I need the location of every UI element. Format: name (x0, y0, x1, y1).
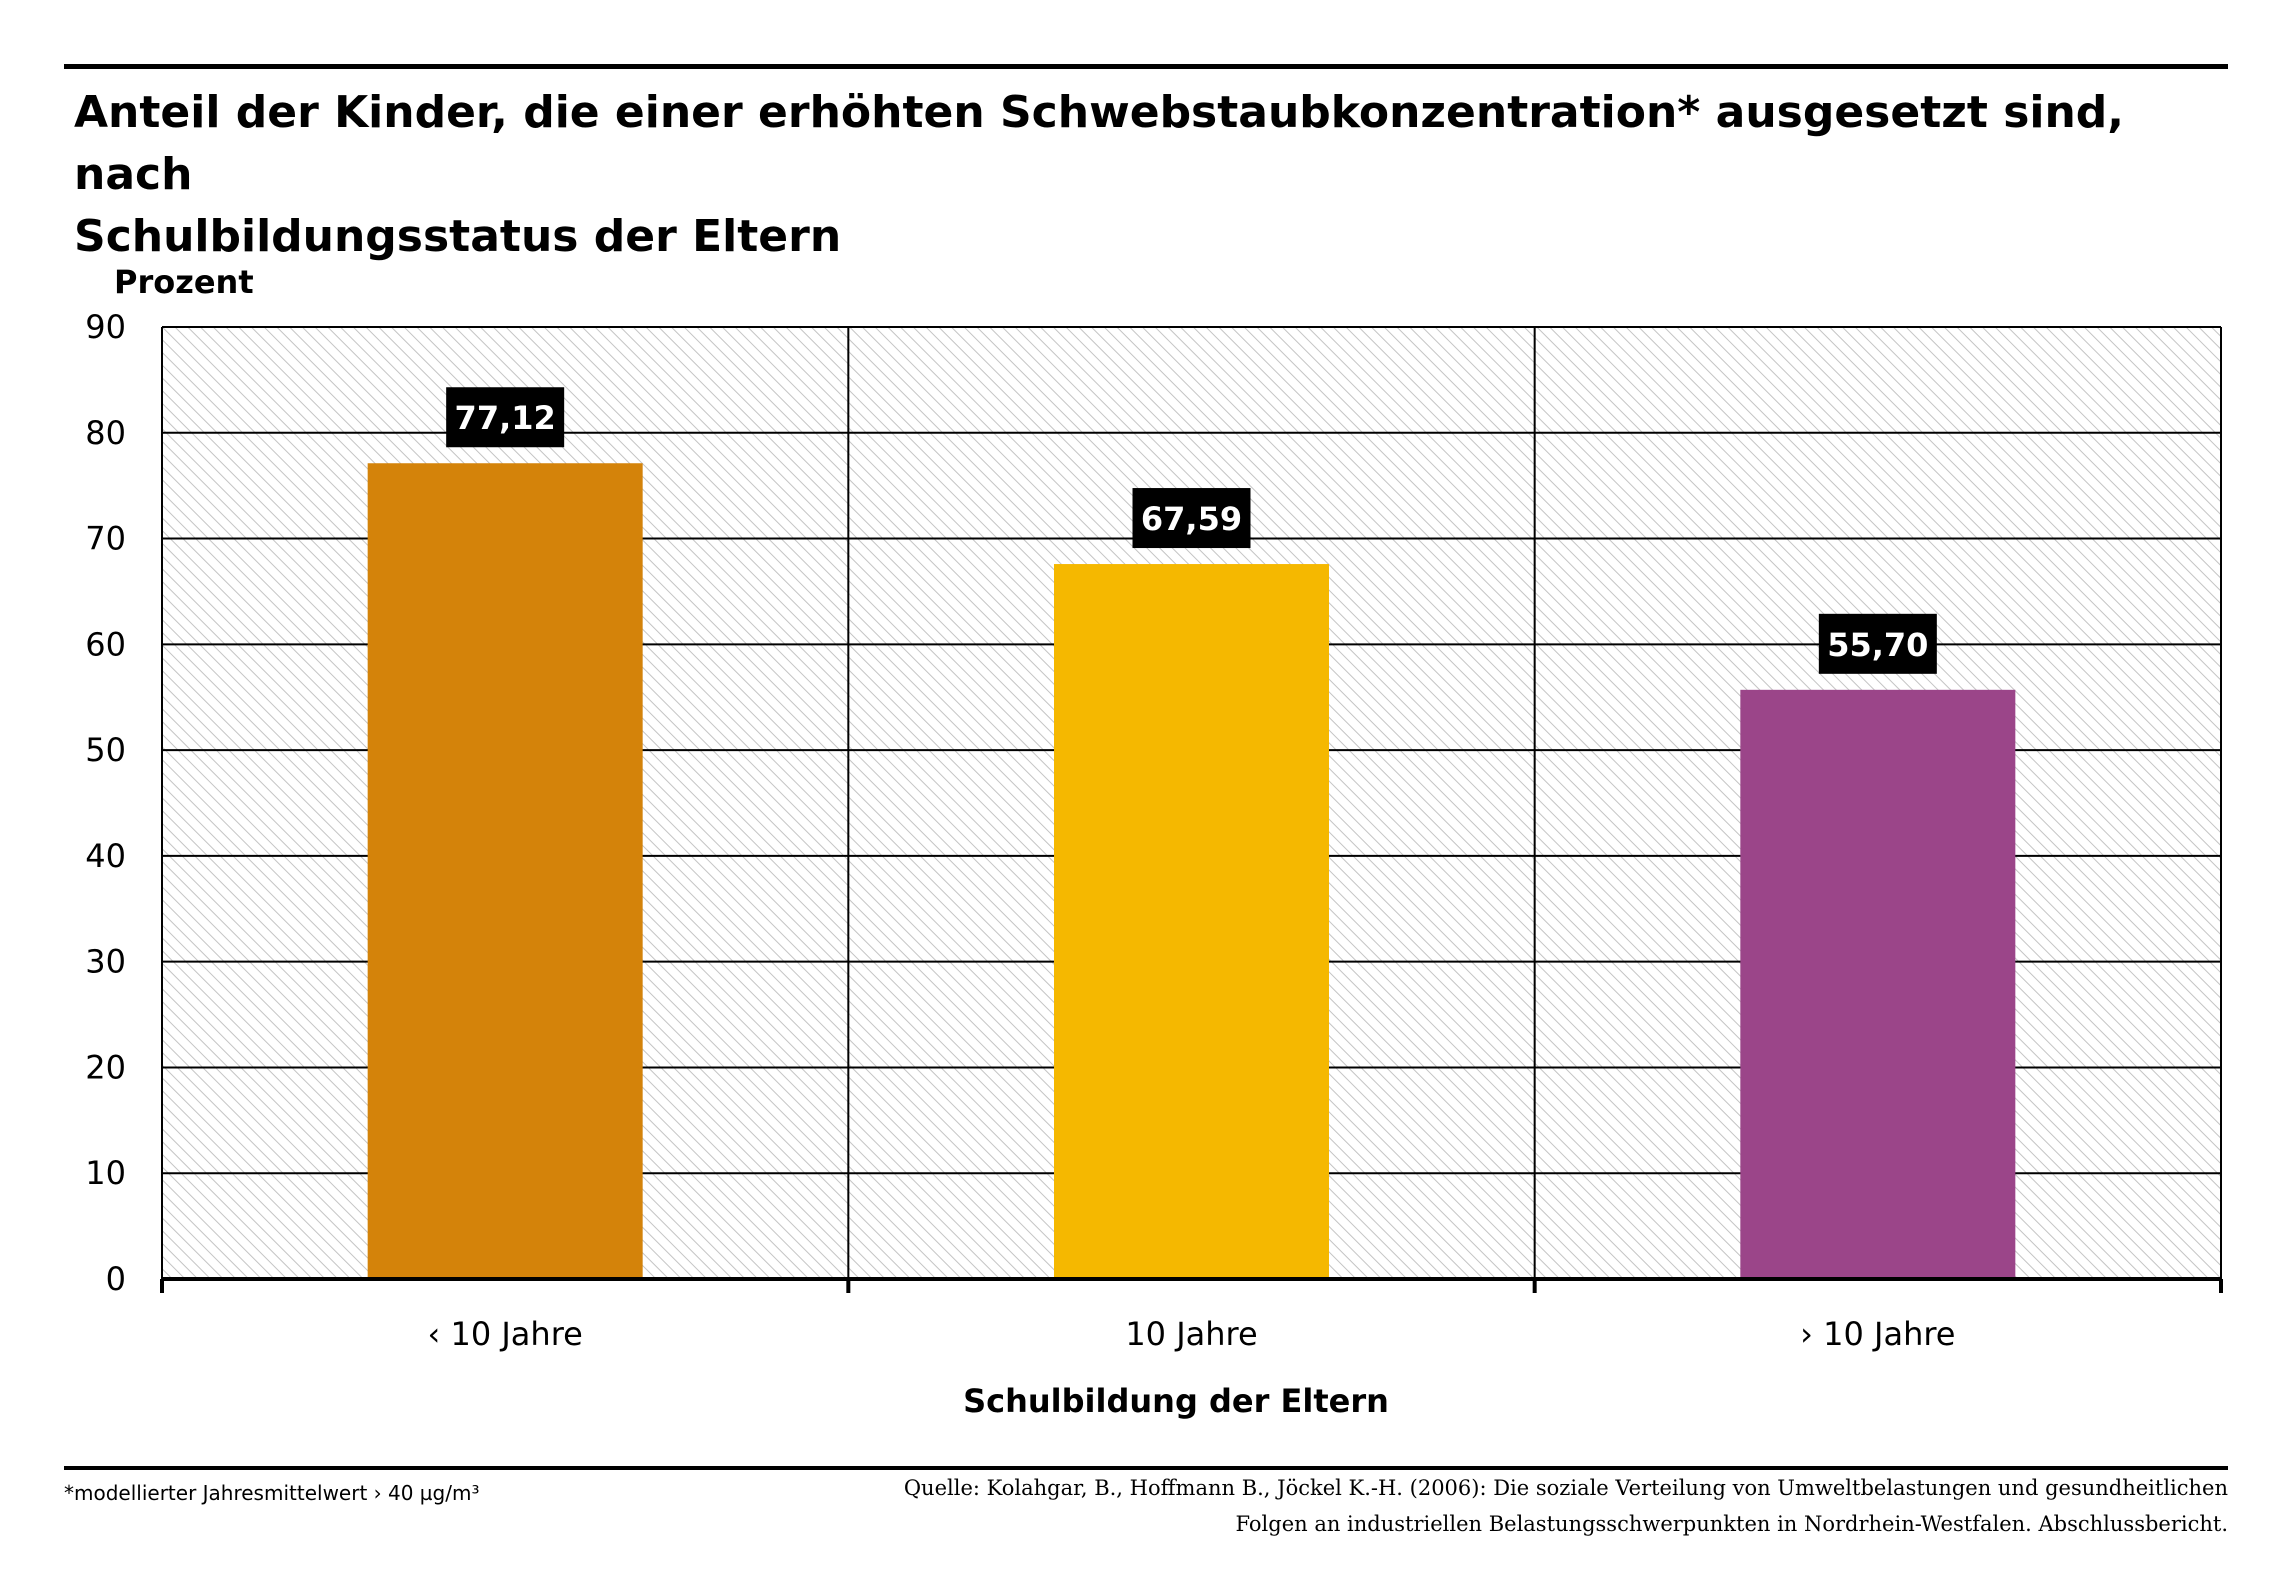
source-citation: Quelle: Kolahgar, B., Hoffmann B., Jöcke… (728, 1470, 2228, 1542)
y-tick-label: 20 (85, 1048, 126, 1086)
chart-title: Anteil der Kinder, die einer erhöhten Sc… (74, 82, 2214, 268)
x-tick-label: › 10 Jahre (1800, 1315, 1955, 1353)
data-label: 77,12 (455, 399, 556, 437)
x-tick-label: 10 Jahre (1125, 1315, 1257, 1353)
data-label: 55,70 (1827, 626, 1928, 664)
data-label-box (1818, 613, 1937, 674)
x-axis-label: Schulbildung der Eltern (963, 1382, 1389, 1420)
data-label-box (1132, 488, 1251, 549)
y-tick-label: 0 (106, 1260, 126, 1298)
y-tick-label: 70 (85, 520, 126, 558)
data-label: 67,59 (1141, 500, 1242, 538)
y-axis-label: Prozent (114, 263, 254, 301)
x-tick-label: ‹ 10 Jahre (428, 1315, 583, 1353)
y-tick-label: 90 (85, 308, 126, 346)
data-label-box (446, 387, 565, 448)
source-line-1: Quelle: Kolahgar, B., Hoffmann B., Jöcke… (903, 1476, 2228, 1500)
y-tick-label: 50 (85, 731, 126, 769)
bottom-rule (64, 1466, 2228, 1470)
y-tick-label: 10 (85, 1154, 126, 1192)
y-tick-label: 60 (85, 625, 126, 663)
source-line-2: Folgen an industriellen Belastungsschwer… (1235, 1512, 2228, 1536)
bar (367, 463, 643, 1279)
y-tick-label: 80 (85, 414, 126, 452)
chart-title-line-2: Schulbildungsstatus der Eltern (74, 211, 842, 262)
top-rule (64, 64, 2228, 69)
y-tick-label: 40 (85, 837, 126, 875)
bar (1054, 564, 1329, 1279)
chart-title-line-1: Anteil der Kinder, die einer erhöhten Sc… (74, 87, 2124, 200)
y-tick-label: 30 (85, 943, 126, 981)
footnote: *modellierter Jahresmittelwert › 40 µg/m… (64, 1481, 480, 1505)
bar-chart: 77,12 67,59 55,70 0 10 20 30 40 50 60 70 80 90 ‹ 10 … (85, 263, 2223, 1420)
bar (1740, 689, 2016, 1279)
